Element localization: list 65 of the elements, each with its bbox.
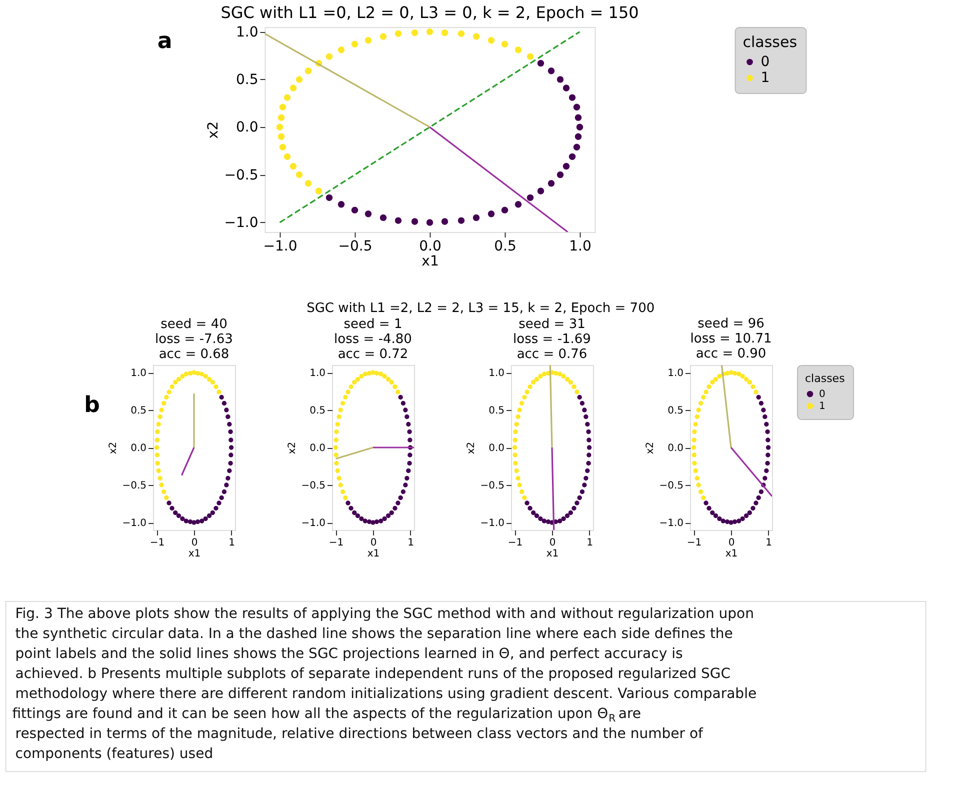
chart-title: SGC with L1 =0, L2 = 0, L3 = 0, k = 2, Epoch = 150 — [220, 2, 639, 22]
y-axis-title: x2 — [645, 442, 656, 454]
x-tick-label: 1 — [586, 538, 593, 548]
x-axis-title: x1 — [188, 548, 201, 560]
x-tick-label: 0 — [191, 538, 198, 548]
y-tick-label: 1.0 — [236, 24, 258, 40]
x-tick-label: 1 — [408, 538, 414, 548]
y-tick-label: 1.0 — [310, 368, 326, 379]
legend-title: classes — [805, 372, 846, 385]
x-tick-label: 0 — [549, 538, 556, 548]
y-axis-title: x2 — [287, 442, 298, 454]
x-tick-label: −1 — [508, 538, 523, 548]
x-tick-label: −1 — [150, 538, 165, 548]
y-tick-label: 0.0 — [130, 443, 146, 454]
x-tick-label: −1 — [686, 538, 702, 548]
x-tick-label: 0.0 — [419, 238, 442, 254]
x-axis-title: x1 — [546, 548, 559, 560]
x-axis-title: x1 — [367, 548, 380, 560]
y-tick-label: 0.5 — [236, 72, 258, 88]
y-tick-label: 1.0 — [668, 368, 684, 379]
y-tick-label: 0.0 — [488, 443, 504, 454]
y-tick-label: −0.5 — [480, 480, 504, 492]
text: SGC with L1 =2, L2 = 2, L3 = 15, k = 2, Epoch = 700 — [306, 301, 655, 316]
y-tick-label: 0.5 — [310, 406, 326, 416]
x-tick-label: 1 — [766, 538, 772, 548]
text: b — [84, 393, 100, 418]
chart-title: seed = 1 loss = -4.80 acc = 0.72 — [334, 317, 412, 362]
x-tick-label: 0 — [728, 538, 735, 548]
x-axis-title: x1 — [725, 548, 738, 560]
y-tick-label: −1.0 — [480, 518, 504, 529]
legend-label: 1 — [819, 401, 826, 412]
y-tick-label: −1.0 — [659, 518, 684, 529]
text: a — [157, 29, 172, 54]
y-tick-label: 0.5 — [130, 406, 146, 416]
x-tick-label: −1 — [328, 538, 344, 548]
y-tick-label: −0.5 — [122, 480, 146, 492]
chart-title: seed = 96 loss = 10.71 acc = 0.90 — [690, 316, 772, 362]
chart-title: seed = 31 loss = -1.69 acc = 0.76 — [513, 317, 591, 362]
legend-label: 0 — [760, 54, 770, 70]
x-tick-label: 1.0 — [569, 238, 592, 254]
legend-label: 1 — [760, 70, 770, 86]
y-axis-title: x2 — [108, 442, 120, 454]
y-tick-label: −1.0 — [122, 518, 146, 529]
y-tick-label: 0.0 — [236, 120, 258, 136]
legend-title: classes — [742, 33, 798, 51]
x-axis-title: x1 — [422, 254, 439, 270]
y-tick-label: −0.5 — [659, 480, 684, 492]
y-tick-label: −0.5 — [301, 480, 326, 492]
x-tick-label: −1.0 — [263, 238, 298, 254]
x-tick-label: 1 — [228, 538, 235, 548]
y-tick-label: 0.0 — [668, 443, 684, 454]
chart-title: seed = 40 loss = -7.63 acc = 0.68 — [155, 317, 233, 362]
y-tick-label: −1.0 — [224, 214, 258, 231]
x-tick-label: −0.5 — [338, 238, 372, 254]
y-axis-title: x2 — [466, 442, 478, 454]
y-tick-label: 1.0 — [130, 368, 146, 379]
y-tick-label: −1.0 — [301, 518, 326, 529]
y-tick-label: 1.0 — [488, 368, 504, 379]
y-tick-label: −0.5 — [224, 167, 258, 184]
y-tick-label: 0.5 — [488, 406, 504, 416]
y-axis-title: x2 — [205, 121, 222, 139]
legend-label: 0 — [819, 389, 826, 400]
y-tick-label: 0.0 — [310, 443, 326, 454]
y-tick-label: 0.5 — [668, 406, 684, 416]
x-tick-label: 0 — [370, 538, 377, 548]
